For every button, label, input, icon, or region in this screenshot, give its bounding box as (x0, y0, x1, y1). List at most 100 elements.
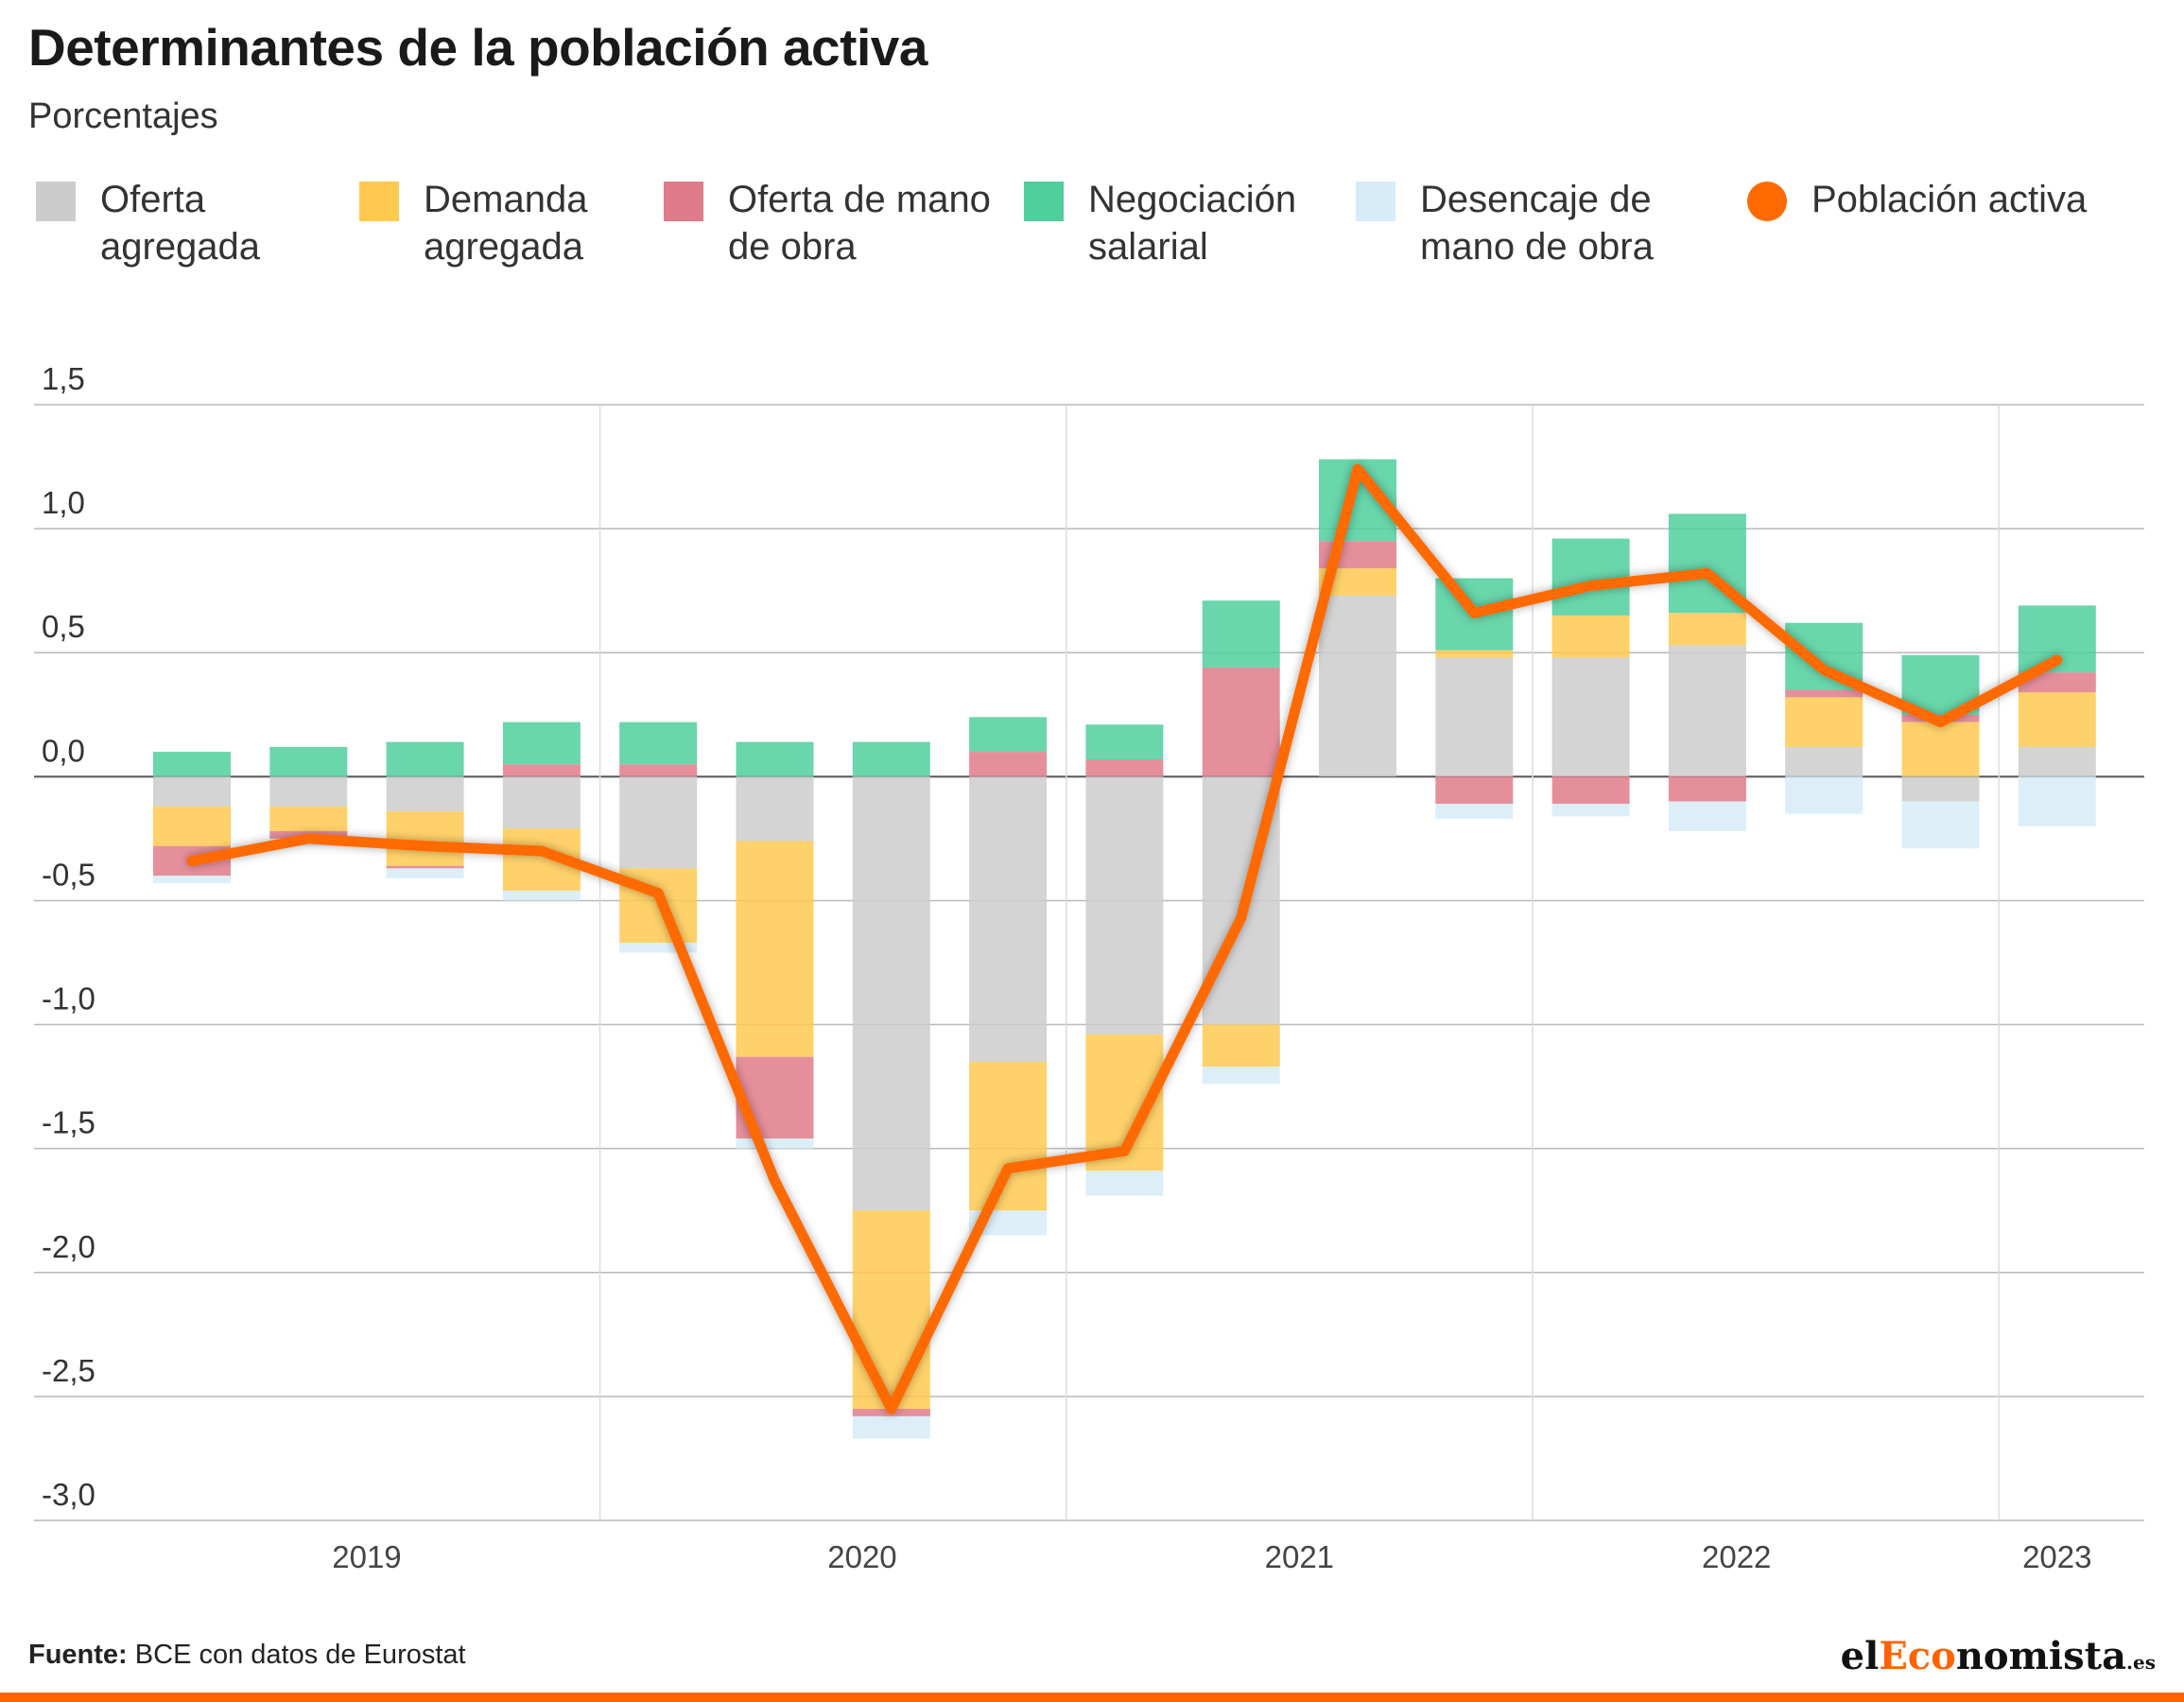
chart-title: Determinantes de la población activa (28, 18, 927, 77)
y-tick-label: 0,5 (42, 609, 85, 644)
bar-segment (502, 764, 581, 777)
stacked-bars (153, 459, 2096, 1439)
axis-labels: 1,5 1,0 0,5 0,0 -0,5 -1,0 -1,5 -2,0 -2,5 -3,0 2019… (42, 361, 2092, 1574)
y-tick-label: -2,0 (42, 1229, 95, 1264)
bar-segment (1202, 667, 1280, 777)
legend-swatch (359, 182, 399, 221)
line-series (186, 463, 2063, 1415)
legend-item-oferta-mano-obra: Oferta de mano de obra (664, 176, 1002, 270)
bar-segment (969, 776, 1048, 1062)
bar-segment (1785, 689, 1863, 698)
bar-segment (1435, 657, 1514, 777)
y-tick-label: -3,0 (42, 1477, 95, 1512)
x-tick-label: 2022 (1702, 1539, 1771, 1574)
bar-segment (1085, 724, 1164, 759)
chart: 1,5 1,0 0,5 0,0 -0,5 -1,0 -1,5 -2,0 -2,5 -3,0 2019… (34, 361, 2144, 1574)
bar-segment (386, 811, 464, 866)
brand-rest: nomista (1955, 1634, 2127, 1678)
bar-segment (386, 741, 464, 777)
y-tick-label: -1,5 (42, 1105, 95, 1140)
bar-segment (969, 717, 1048, 753)
legend-swatch (664, 182, 703, 221)
bar-segment (1202, 600, 1280, 668)
poblacion-activa-line (186, 463, 2063, 1415)
bar-segment (2018, 692, 2096, 747)
bar-segment (1435, 776, 1514, 805)
bar-segment (386, 868, 464, 878)
bar-segment (852, 741, 930, 777)
legend-label: Negociación salarial (1088, 179, 1297, 268)
source-note: Fuente: BCE con datos de Eurostat (28, 1640, 466, 1671)
legend-swatch (1024, 182, 1064, 221)
legend-label: Oferta agregada (100, 179, 261, 268)
bar-segment (736, 741, 814, 777)
bar-segment (736, 841, 814, 1057)
bar-segment (852, 1210, 930, 1409)
bar-segment (1551, 804, 1630, 817)
bar-segment (619, 721, 698, 765)
y-tick-label: -2,5 (42, 1353, 95, 1388)
bar-segment (619, 776, 698, 869)
bar-segment (386, 776, 464, 812)
bar-segment (1202, 1024, 1280, 1068)
source-label: Fuente: (28, 1640, 128, 1670)
bar-segment (1901, 776, 1980, 802)
bar-segment (502, 890, 581, 901)
bar-segment (1901, 801, 1980, 849)
brand-logo: elEconomista.es (1841, 1634, 2156, 1678)
y-tick-label: 1,5 (42, 361, 85, 396)
bar-segment (2018, 672, 2096, 693)
bar-segment (1202, 1067, 1280, 1085)
bar-segment (269, 776, 348, 807)
bar-segment (1785, 697, 1863, 747)
legend-item-poblacion-activa: Población activa (1747, 176, 2184, 223)
bar-segment (1551, 538, 1630, 616)
bar-segment (1085, 776, 1164, 1035)
bar-segment (1435, 804, 1514, 819)
bar-segment (1668, 645, 1746, 777)
bar-segment (969, 752, 1048, 777)
bar-segment (269, 746, 348, 777)
x-tick-label: 2020 (827, 1539, 896, 1574)
bar-segment (1551, 776, 1630, 805)
bar-segment (1319, 595, 1396, 777)
bar-segment (1551, 615, 1630, 658)
bar-segment (502, 776, 581, 829)
legend-swatch (1356, 182, 1395, 221)
bar-segment (153, 876, 231, 884)
brand-accent: Eco (1879, 1634, 1956, 1678)
bar-segment (1085, 758, 1164, 777)
legend-item-negociacion-salarial: Negociación salarial (1024, 176, 1334, 270)
legend-item-desencaje-mano-obra: Desencaje de mano de obra (1356, 176, 1704, 270)
legend-label: Desencaje de mano de obra (1420, 179, 1654, 268)
bar-segment (2018, 776, 2096, 826)
legend-swatch (36, 182, 76, 221)
bar-segment (1901, 721, 1980, 777)
bar-segment (153, 752, 231, 777)
bar-segment (1668, 776, 1746, 802)
bar-segment (852, 776, 930, 1211)
x-tick-label: 2023 (2022, 1539, 2091, 1574)
bar-segment (269, 806, 348, 832)
y-tick-label: 0,0 (42, 733, 85, 768)
bar-segment (619, 943, 698, 953)
legend-swatch (1747, 182, 1787, 221)
bar-segment (1085, 1171, 1164, 1196)
bar-segment (386, 865, 464, 869)
bar-segment (153, 806, 231, 846)
x-tick-label: 2019 (332, 1539, 401, 1574)
source-text: BCE con datos de Eurostat (134, 1640, 466, 1670)
bar-segment (736, 1138, 814, 1149)
bar-segment (969, 1061, 1048, 1211)
bar-segment (153, 776, 231, 807)
chart-subtitle: Porcentajes (28, 96, 218, 136)
legend-item-demanda-agregada: Demanda agregada (359, 176, 660, 270)
bar-segment (1435, 650, 1514, 658)
bar-segment (1668, 613, 1746, 646)
legend: Oferta agregada Demanda agregada Oferta … (0, 176, 2184, 280)
bar-segment (1551, 657, 1630, 777)
bar-segment (736, 776, 814, 842)
x-tick-label: 2021 (1265, 1539, 1334, 1574)
y-tick-label: -0,5 (42, 857, 95, 892)
y-tick-label: 1,0 (42, 485, 85, 520)
